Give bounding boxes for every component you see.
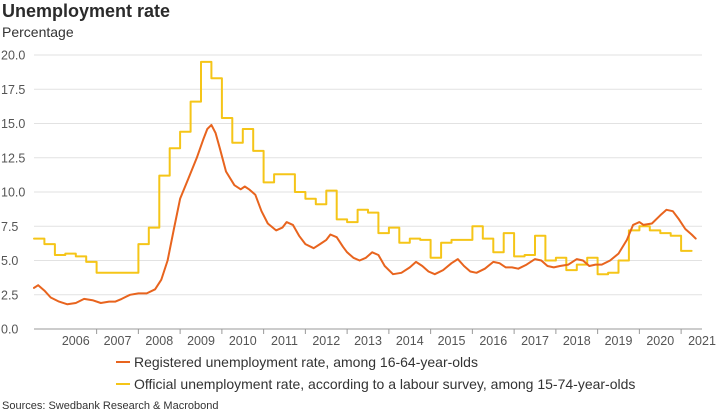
y-tick-label: 2.5 bbox=[1, 288, 18, 302]
x-tick-label: 2021 bbox=[688, 334, 716, 348]
series-line-official-unemployment bbox=[33, 60, 693, 276]
y-tick-label: 5.0 bbox=[1, 254, 18, 268]
y-tick-label: 0.0 bbox=[1, 323, 18, 337]
x-tick-label: 2018 bbox=[563, 334, 591, 348]
x-tick-label: 2012 bbox=[312, 334, 340, 348]
y-axis-unit-label: Percentage bbox=[2, 24, 74, 40]
y-tick-label: 7.5 bbox=[1, 220, 18, 234]
x-tick-label: 2006 bbox=[62, 334, 90, 348]
y-tick-label: 10.0 bbox=[1, 186, 25, 200]
x-tick-label: 2015 bbox=[438, 334, 466, 348]
legend-label: Registered unemployment rate, among 16-6… bbox=[134, 354, 478, 370]
x-tick-label: 2008 bbox=[145, 334, 173, 348]
y-tick-label: 12.5 bbox=[1, 151, 25, 165]
y-tick-label: 15.0 bbox=[1, 117, 25, 131]
x-tick-label: 2020 bbox=[646, 334, 674, 348]
x-tick-label: 2013 bbox=[354, 334, 382, 348]
x-tick-label: 2017 bbox=[521, 334, 549, 348]
legend-label: Official unemployment rate, according to… bbox=[134, 376, 635, 392]
x-tick-label: 2010 bbox=[229, 334, 257, 348]
x-tick-label: 2016 bbox=[479, 334, 507, 348]
x-tick-label: 2019 bbox=[605, 334, 633, 348]
chart-title: Unemployment rate bbox=[2, 1, 171, 21]
x-tick-label: 2011 bbox=[271, 334, 298, 348]
y-tick-label: 17.5 bbox=[1, 83, 25, 97]
source-note: Sources: Swedbank Research & Macrobond bbox=[2, 400, 219, 412]
x-tick-label: 2007 bbox=[104, 334, 132, 348]
x-tick-label: 2014 bbox=[396, 334, 424, 348]
series-line-registered-unemployment bbox=[33, 123, 697, 306]
x-tick-label: 2009 bbox=[187, 334, 215, 348]
y-tick-label: 20.0 bbox=[1, 49, 25, 63]
